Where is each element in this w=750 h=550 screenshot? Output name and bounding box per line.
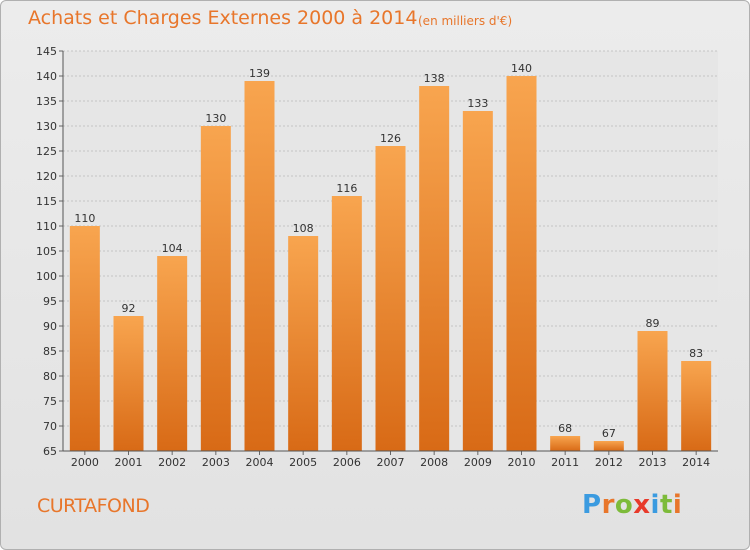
commune-name: CURTAFOND (37, 495, 150, 517)
y-tick-label: 145 (36, 45, 57, 58)
logo-letter: o (614, 490, 634, 520)
bar-value-label: 92 (122, 302, 136, 315)
y-tick-label: 110 (36, 220, 57, 233)
logo-letter: i (672, 490, 683, 520)
x-tick-label: 2001 (115, 456, 143, 469)
bar-value-label: 89 (646, 317, 660, 330)
bar-value-label: 68 (558, 422, 572, 435)
bar-value-label: 110 (74, 212, 95, 225)
x-tick-label: 2000 (71, 456, 99, 469)
y-tick-label: 80 (43, 370, 57, 383)
bar (550, 436, 581, 451)
bar (244, 81, 275, 451)
bar (157, 256, 188, 451)
bar (200, 126, 231, 451)
proxiti-logo: Proxiti (582, 490, 682, 520)
x-tick-label: 2008 (420, 456, 448, 469)
bar-value-label: 67 (602, 427, 616, 440)
bar-value-label: 116 (336, 182, 357, 195)
bar (506, 76, 537, 451)
y-tick-label: 130 (36, 120, 57, 133)
y-tick-label: 90 (43, 320, 57, 333)
x-tick-label: 2003 (202, 456, 230, 469)
x-tick-label: 2002 (158, 456, 186, 469)
bar (113, 316, 144, 451)
bar (331, 196, 362, 451)
y-tick-label: 105 (36, 245, 57, 258)
chart-subtitle: (en milliers d'€) (418, 14, 513, 28)
bar (593, 441, 624, 451)
chart-title: Achats et Charges Externes 2000 à 2014 (28, 7, 418, 29)
bar (637, 331, 668, 451)
x-tick-label: 2011 (551, 456, 579, 469)
y-tick-label: 70 (43, 420, 57, 433)
bar (462, 111, 493, 451)
y-tick-label: 85 (43, 345, 57, 358)
y-tick-label: 120 (36, 170, 57, 183)
x-tick-label: 2014 (682, 456, 710, 469)
y-tick-label: 65 (43, 445, 57, 458)
bar-value-label: 138 (424, 72, 445, 85)
x-tick-label: 2010 (508, 456, 536, 469)
bar-value-label: 140 (511, 62, 532, 75)
logo-letter: t (659, 490, 673, 520)
x-tick-label: 2012 (595, 456, 623, 469)
bar (419, 86, 450, 451)
x-tick-label: 2005 (289, 456, 317, 469)
y-tick-label: 75 (43, 395, 57, 408)
bar-value-label: 130 (205, 112, 226, 125)
bar-value-label: 108 (293, 222, 314, 235)
x-tick-label: 2009 (464, 456, 492, 469)
bar (288, 236, 319, 451)
logo-letter: P (582, 490, 602, 520)
x-tick-label: 2004 (246, 456, 274, 469)
logo-letter: i (650, 490, 660, 520)
x-tick-label: 2006 (333, 456, 361, 469)
bar-value-label: 104 (162, 242, 183, 255)
bar (375, 146, 406, 451)
y-tick-label: 100 (36, 270, 57, 283)
bar (681, 361, 712, 451)
bar-value-label: 133 (467, 97, 488, 110)
y-tick-label: 95 (43, 295, 57, 308)
x-tick-label: 2013 (639, 456, 667, 469)
logo-letter: x (633, 490, 651, 520)
y-tick-label: 140 (36, 70, 57, 83)
bar (69, 226, 100, 451)
x-tick-label: 2007 (377, 456, 405, 469)
y-tick-label: 125 (36, 145, 57, 158)
bar-value-label: 139 (249, 67, 270, 80)
y-tick-label: 135 (36, 95, 57, 108)
bar-value-label: 126 (380, 132, 401, 145)
logo-letter: r (601, 490, 615, 520)
y-tick-label: 115 (36, 195, 57, 208)
bar-value-label: 83 (689, 347, 703, 360)
